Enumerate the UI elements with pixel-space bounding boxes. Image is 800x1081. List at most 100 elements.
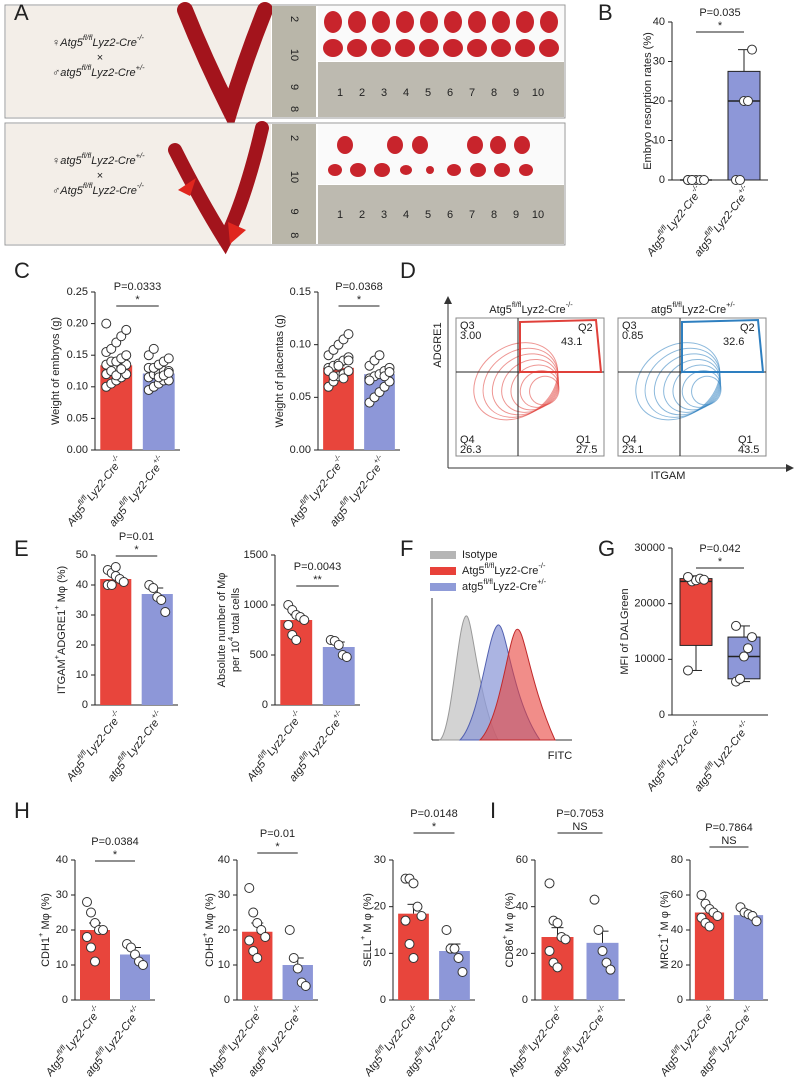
p-value: P=0.0333 <box>114 281 161 293</box>
x-tick-label-part: Lyz2-Cre <box>664 726 701 768</box>
x-tick-label-part: atg5 <box>106 759 129 784</box>
data-point <box>544 878 555 889</box>
data-point <box>106 580 117 590</box>
ruler-label: 7 <box>469 87 475 99</box>
data-point <box>552 962 563 973</box>
legend-label-part: Isotype <box>462 549 497 561</box>
y-tick-label: 20000 <box>634 598 665 610</box>
histogram-curve <box>478 628 556 741</box>
quadrant-name: Q2 <box>578 322 593 334</box>
cross-female: ♀Atg5fl/flLyz2-Cre-/- <box>52 33 144 48</box>
x-tick-label-part: Lyz2-Cre <box>347 462 384 504</box>
data-point <box>343 329 354 340</box>
data-point <box>110 562 121 572</box>
data-point <box>156 595 167 605</box>
x-tick-label-part: Lyz2-Cre <box>382 1011 419 1053</box>
y-tick-label: 30 <box>653 55 665 67</box>
y-axis-label-part: Mφ (%) <box>204 893 216 933</box>
legend-swatch <box>430 551 456 559</box>
panel-letter: C <box>14 258 30 283</box>
data-point <box>384 367 395 378</box>
y-tick-label: 40 <box>671 924 683 936</box>
data-point <box>138 960 148 970</box>
x-tick-label-part: Atg5 <box>287 503 312 530</box>
x-tick-label-part: Lyz2-Cre <box>84 716 121 758</box>
x-tick-label-part: Atg5 <box>506 1053 531 1080</box>
significance-mark: NS <box>721 835 736 847</box>
y-tick-label: 0 <box>82 699 88 711</box>
plot-title-part: atg5 <box>651 304 672 316</box>
p-value: P=0.0384 <box>91 836 138 848</box>
y-tick-label: 20 <box>76 639 88 651</box>
data-point <box>338 373 349 384</box>
y-tick-label: 40 <box>76 579 88 591</box>
x-tick-label-part: Atg5 <box>43 1053 68 1080</box>
x-tick-label-part: Lyz2-Cre <box>678 1011 715 1053</box>
y-axis-label-part: M φ (%) <box>362 893 374 936</box>
cross-male-part: Lyz2-Cre <box>91 67 135 79</box>
x-tick-label-part: Lyz2-Cre <box>265 716 302 758</box>
ruler-label: 10 <box>532 87 544 99</box>
data-point <box>364 375 375 386</box>
x-tick-label-part: -/- <box>689 718 701 730</box>
ruler-label: 1 <box>337 209 343 221</box>
data-point <box>605 964 616 975</box>
x-tick-label-part: Lyz2-Cre <box>226 1011 263 1053</box>
y-axis-label-part: MFI of DALGreen <box>619 588 631 674</box>
x-tick-label-part: atg5 <box>107 504 130 529</box>
data-point <box>712 911 723 921</box>
p-value: P=0.7864 <box>705 822 752 834</box>
bar <box>733 915 764 1000</box>
y-tick-label: 30 <box>374 854 386 866</box>
x-tick-label-part: -/- <box>109 708 121 720</box>
p-value: P=0.7053 <box>556 808 603 820</box>
y-axis-label-part: Absolute number of Mφ <box>216 573 228 688</box>
plot-title-part: Lyz2-Cre <box>521 304 565 316</box>
y-axis-label-part: + <box>500 935 509 939</box>
data-point <box>457 967 468 977</box>
significance-mark: * <box>275 841 280 853</box>
x-tick-label-part: Lyz2-Cre <box>526 1011 563 1053</box>
significance-mark: ** <box>313 574 322 586</box>
quadrant-value: 23.1 <box>622 444 643 456</box>
data-point <box>283 620 294 630</box>
x-tick-label-part: atg5 <box>692 769 715 794</box>
y-axis-label-part: Mφ (%) <box>56 566 68 606</box>
ruler-label: 9 <box>288 208 300 214</box>
y-axis-label-part: Mφ (%) <box>40 893 52 933</box>
y-axis-label-part: ADGRE1 <box>56 610 68 655</box>
x-tick-label-part: atg5 <box>697 1054 720 1079</box>
y-tick-label: 0.15 <box>290 286 311 298</box>
cross-female-part: ♀Atg5 <box>52 37 84 49</box>
ruler-label: 9 <box>288 84 300 90</box>
data-point <box>299 615 310 625</box>
x-tick-label-part: Lyz2-Cre <box>422 1012 459 1054</box>
legend-label-part: +/- <box>537 577 546 586</box>
y-tick-label: 30000 <box>634 542 665 554</box>
y-tick-label: 40 <box>56 854 68 866</box>
cross-male-part: fl/fl <box>83 181 93 190</box>
significance-mark: * <box>718 20 723 32</box>
y-tick-label: 10 <box>218 959 230 971</box>
y-tick-label: 1000 <box>244 599 268 611</box>
y-tick-label: 0 <box>262 699 268 711</box>
data-point <box>453 953 464 963</box>
y-axis-label-part: M φ (%) <box>659 891 671 934</box>
y-tick-label: 20 <box>516 947 528 959</box>
data-point <box>751 916 762 927</box>
data-point <box>735 673 745 684</box>
y-axis-label-part: ITGAM <box>56 659 68 694</box>
p-value: P=0.0043 <box>294 561 341 573</box>
ruler-label: 4 <box>403 209 409 221</box>
y-axis-label-part: 4 <box>226 637 235 641</box>
x-tick-label-part: Lyz2-Cre <box>570 1012 607 1054</box>
y-tick-label: 0 <box>659 174 665 186</box>
ruler-label: 9 <box>513 87 519 99</box>
ruler-label: 4 <box>403 87 409 99</box>
y-tick-label: 10 <box>653 134 665 146</box>
data-point <box>260 932 271 942</box>
y-axis-label-part: CDH5 <box>204 937 216 967</box>
quadrant-name: Q4 <box>460 434 475 446</box>
panel-letter: F <box>400 536 413 561</box>
